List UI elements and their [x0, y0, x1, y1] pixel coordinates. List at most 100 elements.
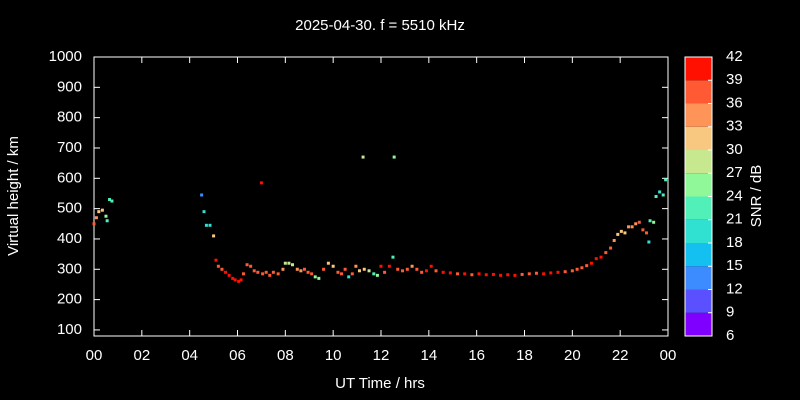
- data-point: [252, 269, 256, 273]
- colorbar-tick-label: 12: [726, 280, 743, 297]
- x-tick-label: 22: [612, 347, 629, 364]
- data-point: [556, 270, 560, 274]
- data-point: [105, 219, 109, 223]
- data-point: [110, 199, 114, 203]
- colorbar-band: [685, 196, 712, 220]
- colorbar-tick-label: 24: [726, 187, 743, 204]
- y-axis-label: Virtual height / km: [5, 136, 22, 256]
- data-point: [261, 272, 265, 276]
- data-point: [410, 264, 414, 268]
- x-tick-label: 16: [468, 347, 485, 364]
- data-point: [241, 272, 245, 276]
- data-point: [268, 273, 272, 277]
- data-point: [570, 269, 574, 273]
- data-point: [563, 270, 567, 274]
- data-point: [619, 229, 623, 233]
- data-point: [326, 261, 330, 265]
- data-point: [420, 270, 424, 274]
- data-point: [231, 276, 235, 280]
- colorbar-tick-label: 39: [726, 71, 743, 88]
- data-point: [456, 272, 460, 276]
- x-tick-label: 14: [420, 347, 437, 364]
- data-point: [357, 269, 361, 273]
- x-tick-label: 10: [325, 347, 342, 364]
- colorbar-band: [685, 173, 712, 197]
- data-point: [245, 263, 249, 267]
- colorbar-band: [685, 312, 712, 336]
- data-point: [239, 278, 243, 282]
- data-point: [520, 272, 524, 276]
- data-point: [367, 269, 371, 273]
- data-point: [627, 225, 631, 229]
- x-tick-label: 06: [229, 347, 246, 364]
- colorbar-tick-label: 30: [726, 141, 743, 158]
- data-point: [392, 155, 396, 159]
- y-tick-label: 900: [57, 78, 82, 95]
- data-point: [299, 269, 303, 273]
- data-point: [291, 263, 295, 267]
- data-point: [237, 279, 241, 283]
- data-point: [100, 208, 104, 212]
- colorbar-band: [685, 289, 712, 313]
- data-point: [499, 273, 503, 277]
- data-point: [661, 193, 665, 197]
- y-tick-label: 1000: [49, 48, 82, 65]
- colorbar-band: [685, 219, 712, 243]
- data-point: [424, 269, 428, 273]
- data-point: [654, 195, 658, 198]
- data-point: [306, 270, 310, 274]
- colorbar-band: [685, 243, 712, 267]
- data-point: [609, 246, 613, 250]
- colorbar-band: [685, 150, 712, 174]
- data-point: [108, 198, 112, 202]
- colorbar-tick-label: 21: [726, 211, 743, 228]
- colorbar-band: [685, 80, 712, 104]
- data-point: [214, 258, 218, 262]
- data-point: [212, 234, 216, 238]
- data-point: [391, 255, 395, 259]
- data-point: [527, 272, 531, 276]
- data-point: [302, 267, 306, 271]
- data-point: [283, 261, 287, 265]
- data-point: [585, 264, 589, 268]
- data-point: [549, 271, 553, 275]
- data-point: [281, 267, 285, 271]
- data-point: [322, 267, 326, 271]
- data-point: [634, 222, 638, 226]
- data-point: [589, 261, 593, 265]
- data-point: [429, 264, 433, 268]
- data-point: [343, 267, 347, 271]
- data-point: [379, 264, 383, 268]
- data-point: [664, 178, 668, 182]
- x-tick-label: 20: [564, 347, 581, 364]
- y-tick-label: 500: [57, 200, 82, 217]
- data-point: [534, 271, 538, 275]
- y-tick-label: 700: [57, 139, 82, 156]
- data-point: [612, 238, 616, 242]
- colorbar-tick-label: 15: [726, 257, 743, 274]
- colorbar-band: [685, 266, 712, 290]
- data-point: [259, 181, 263, 185]
- y-tick-label: 400: [57, 230, 82, 247]
- x-tick-label: 18: [516, 347, 533, 364]
- data-point: [227, 273, 231, 277]
- data-point: [200, 193, 204, 197]
- data-point: [331, 264, 335, 268]
- colorbar-label: SNR / dB: [748, 165, 765, 228]
- data-point: [448, 271, 452, 275]
- data-point: [224, 270, 228, 274]
- data-point: [616, 232, 620, 236]
- data-point: [216, 264, 220, 268]
- data-point: [415, 267, 419, 271]
- data-point: [401, 269, 405, 273]
- data-point: [264, 270, 268, 274]
- data-point: [340, 272, 344, 276]
- chart-title: 2025-04-30. f = 5510 kHz: [295, 17, 465, 34]
- colorbar-band: [685, 103, 712, 127]
- colorbar-tick-label: 42: [726, 48, 743, 65]
- data-point: [637, 220, 641, 224]
- data-point: [336, 270, 340, 274]
- data-point: [599, 255, 603, 259]
